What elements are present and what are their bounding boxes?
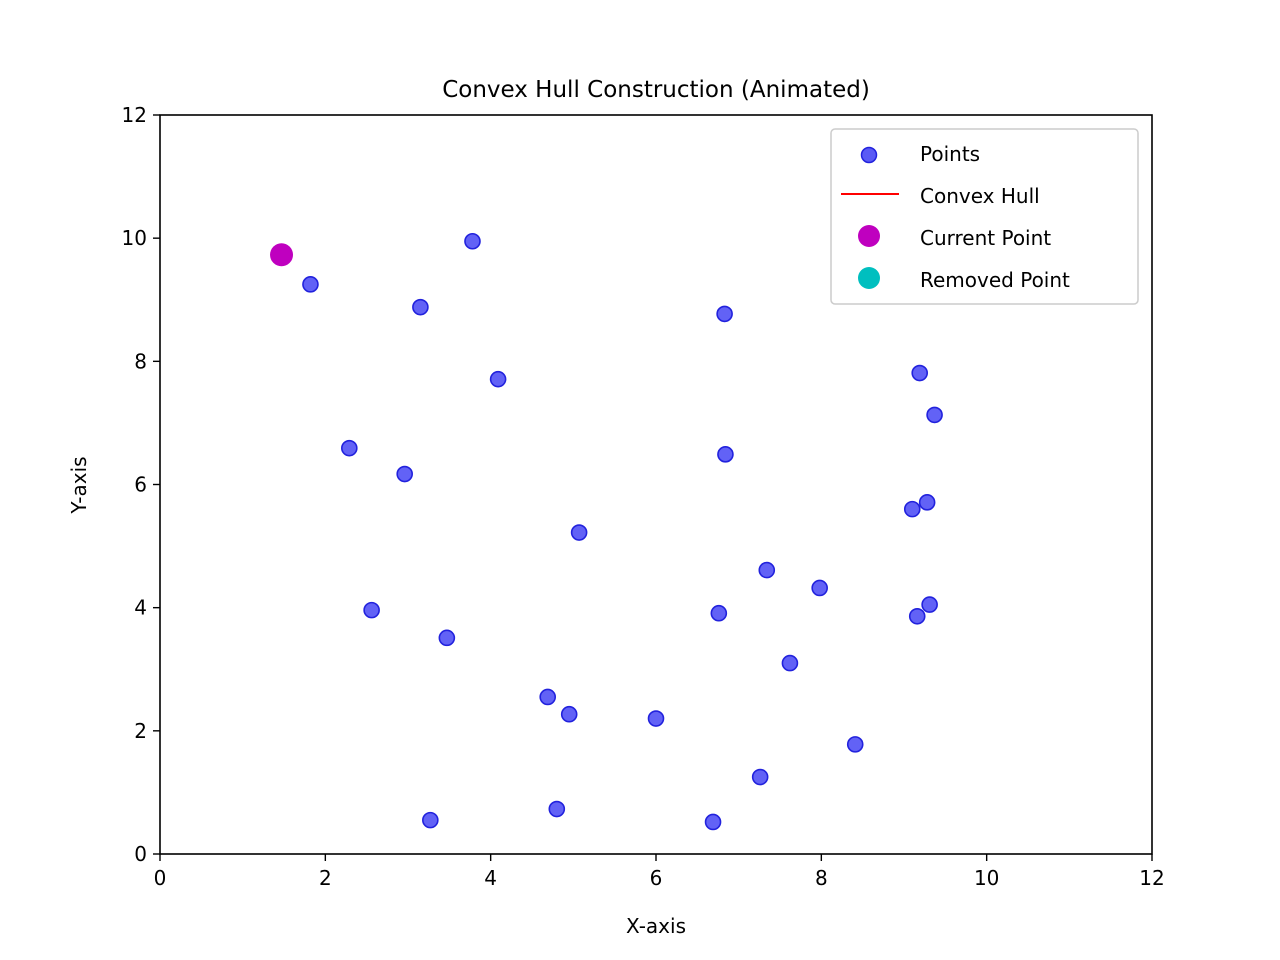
legend-points-marker [860, 146, 878, 164]
y-tick-label: 4 [134, 596, 147, 620]
data-point [704, 813, 722, 831]
x-tick-label: 0 [154, 866, 167, 890]
data-point [438, 629, 456, 647]
data-point [846, 736, 864, 753]
data-point [539, 688, 557, 706]
data-point [412, 298, 429, 316]
y-axis-label: Y-axis [67, 456, 91, 514]
data-point [341, 439, 358, 457]
x-axis-label: X-axis [626, 914, 686, 938]
x-tick-label: 2 [319, 866, 332, 890]
legend-points-label: Points [920, 142, 980, 166]
data-point [758, 561, 776, 579]
legend-convex-hull-label: Convex Hull [920, 184, 1040, 208]
data-point [781, 654, 799, 672]
y-axis-ticks: 0 2 4 6 8 10 12 [122, 103, 160, 866]
data-point [464, 232, 481, 250]
legend-box [830, 128, 1139, 305]
data-point [716, 305, 733, 323]
data-point [751, 768, 769, 786]
x-tick-label: 8 [815, 866, 828, 890]
legend-removed-point-label: Removed Point [920, 268, 1070, 292]
data-point [422, 811, 439, 829]
y-tick-label: 6 [134, 473, 147, 497]
data-point [396, 465, 413, 483]
legend: Points Convex Hull Current Point Removed… [830, 128, 1139, 305]
x-tick-label: 6 [650, 866, 663, 890]
data-point [926, 406, 943, 424]
data-point [903, 500, 921, 518]
x-tick-label: 4 [484, 866, 497, 890]
data-point [489, 370, 507, 388]
data-point [911, 364, 929, 382]
data-points-layer [270, 232, 943, 831]
x-tick-label: 10 [974, 866, 999, 890]
data-point [908, 607, 926, 625]
data-point [918, 494, 936, 511]
legend-current-point-marker [858, 225, 880, 247]
x-axis-ticks: 0 2 4 6 8 10 12 [154, 854, 1165, 890]
data-point [921, 596, 938, 613]
legend-removed-point-marker [858, 267, 880, 289]
data-point [710, 604, 728, 622]
data-point [570, 524, 588, 541]
data-point [548, 800, 566, 818]
chart-title: Convex Hull Construction (Animated) [442, 77, 870, 103]
legend-current-point-label: Current Point [920, 226, 1051, 250]
data-point [647, 710, 665, 727]
data-point [717, 446, 734, 463]
data-point [560, 705, 578, 723]
data-point [302, 276, 319, 293]
x-tick-label: 12 [1139, 866, 1164, 890]
data-point [363, 601, 380, 619]
y-tick-label: 2 [134, 719, 147, 743]
data-point [811, 579, 828, 597]
y-tick-label: 12 [122, 103, 147, 127]
y-tick-label: 0 [134, 842, 147, 866]
current-point [270, 243, 294, 267]
y-tick-label: 10 [122, 226, 147, 250]
y-tick-label: 8 [134, 349, 147, 373]
